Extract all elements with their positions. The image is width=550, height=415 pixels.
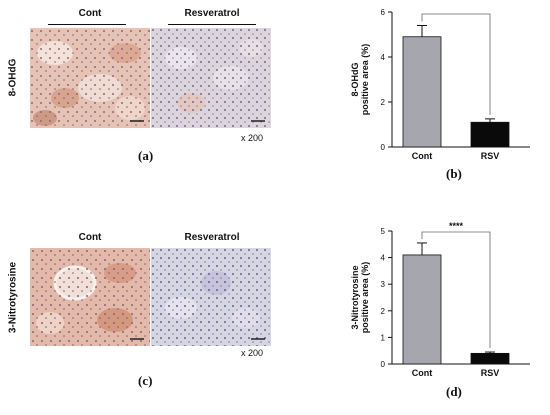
y-tick-label: 2 bbox=[381, 307, 386, 316]
significance-bracket bbox=[421, 231, 491, 349]
y-tick-label: 4 bbox=[381, 53, 386, 62]
magnification-label: x 200 bbox=[241, 133, 264, 143]
micrograph-panel-c: Cont Resveratrol 3-Nitrotyrosine bbox=[0, 226, 275, 396]
x-tick-label-cont: Cont bbox=[412, 368, 433, 378]
y-tick-label: 5 bbox=[381, 227, 386, 236]
group-label-cont: Cont bbox=[78, 8, 102, 19]
y-tick-label: 6 bbox=[381, 8, 386, 17]
tissue-image-resveratrol bbox=[151, 248, 271, 346]
magnification-label: x 200 bbox=[241, 348, 264, 358]
tissue-image-control bbox=[30, 248, 150, 346]
y-axis-label-line: positive area (%) bbox=[360, 44, 370, 116]
y-tick-label: 2 bbox=[381, 98, 386, 107]
group-line-resveratrol bbox=[168, 24, 256, 25]
micrograph-resveratrol bbox=[151, 28, 271, 128]
row-label-3-nitrotyrosine: 3-Nitrotyrosine bbox=[7, 261, 19, 334]
y-tick-label: 0 bbox=[381, 143, 386, 152]
panel-letter-b: (b) bbox=[446, 166, 462, 181]
x-tick-label-rsv: RSV bbox=[481, 151, 500, 161]
chart-panel-b: 0 2 4 6 8-OHdG positive area (%) Cont RSV (b) bbox=[330, 0, 550, 195]
row-label-8ohdg: 8-OHdG bbox=[7, 58, 19, 97]
bar-cont bbox=[402, 254, 442, 365]
y-axis-label-line: 8-OHdG bbox=[350, 62, 360, 96]
y-tick-label: 4 bbox=[381, 254, 386, 263]
micrograph-resveratrol bbox=[151, 248, 271, 346]
y-tick-label: 3 bbox=[381, 280, 386, 289]
y-tick-label: 1 bbox=[381, 333, 386, 342]
micrograph-control bbox=[30, 248, 150, 346]
group-label-cont: Cont bbox=[78, 232, 102, 243]
micrograph-panel-a: Cont Resveratrol 8-OHdG bbox=[0, 0, 275, 170]
panel-letter-a: (a) bbox=[138, 148, 154, 163]
significance-marker: **** bbox=[449, 221, 464, 231]
tissue-image-control bbox=[30, 28, 150, 128]
micrograph-control bbox=[30, 28, 150, 128]
bar-chart-8ohdg: 0 2 4 6 8-OHdG positive area (%) Cont RSV bbox=[350, 8, 530, 161]
panel-letter-d: (d) bbox=[446, 384, 462, 399]
bar-rsv bbox=[470, 352, 510, 365]
group-label-resveratrol: Resveratrol bbox=[184, 232, 240, 243]
panel-letter-c: (c) bbox=[138, 373, 153, 388]
y-axis-label: 8-OHdG positive area (%) bbox=[350, 44, 370, 116]
x-tick-label-rsv: RSV bbox=[481, 368, 500, 378]
y-axis-label: 3-Nitrotyrosine positive area (%) bbox=[350, 262, 370, 334]
y-axis-label-line: positive area (%) bbox=[360, 262, 370, 334]
chart-panel-d: 0 1 2 3 4 5 3-Nitrotyrosine positive area (%) Co… bbox=[330, 218, 550, 415]
bar-rsv bbox=[470, 121, 510, 148]
x-tick-label-cont: Cont bbox=[412, 151, 433, 161]
group-line-cont bbox=[48, 24, 126, 25]
y-axis-label-line: 3-Nitrotyrosine bbox=[350, 265, 360, 329]
significance-bracket bbox=[421, 13, 491, 115]
y-tick-label: 0 bbox=[381, 360, 386, 369]
group-label-resveratrol: Resveratrol bbox=[184, 8, 240, 19]
tissue-image-resveratrol bbox=[151, 28, 271, 128]
bar-chart-3-nitrotyrosine: 0 1 2 3 4 5 3-Nitrotyrosine positive area (%) Co… bbox=[350, 221, 530, 378]
bar-cont bbox=[402, 36, 442, 148]
